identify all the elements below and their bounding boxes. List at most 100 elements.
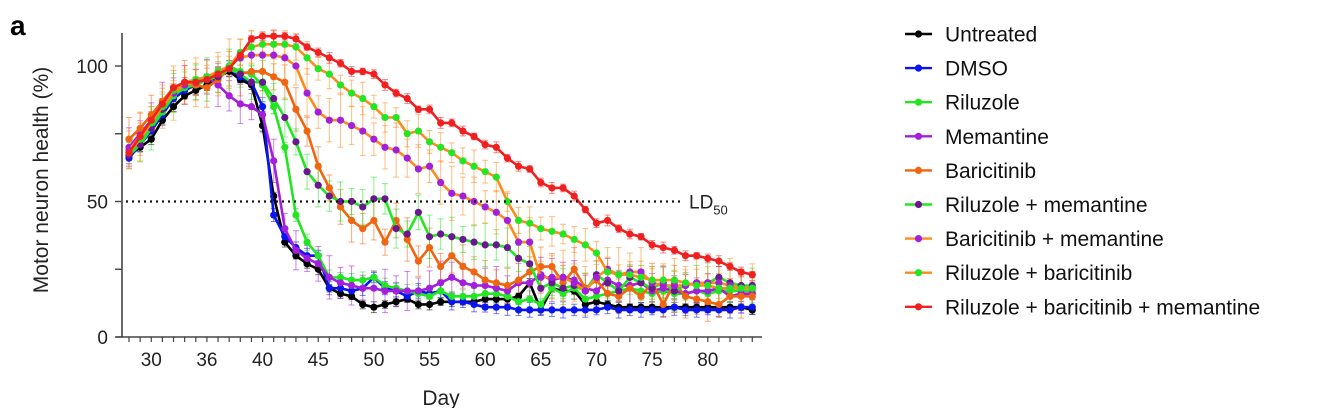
legend-label: Riluzole — [945, 92, 1020, 115]
data-point — [537, 225, 545, 233]
data-point — [470, 300, 478, 309]
data-point — [247, 67, 256, 76]
data-point — [503, 281, 512, 290]
data-point — [169, 84, 178, 92]
data-point — [370, 303, 378, 311]
data-point — [425, 292, 434, 300]
data-point — [526, 238, 534, 246]
data-point — [370, 273, 378, 281]
data-point — [359, 284, 367, 292]
legend-marker-swatch — [914, 64, 923, 72]
legend-item: Riluzole — [905, 92, 1020, 115]
data-point — [303, 168, 311, 176]
data-point — [359, 300, 367, 309]
data-point — [414, 300, 422, 309]
data-point — [292, 211, 300, 219]
data-point — [292, 246, 300, 254]
data-point — [381, 143, 389, 151]
data-point — [381, 113, 389, 122]
legend-item: DMSO — [905, 58, 1008, 81]
data-point — [704, 254, 712, 263]
data-point — [292, 252, 300, 260]
data-point — [748, 271, 756, 279]
data-point — [448, 233, 456, 241]
data-point — [270, 73, 278, 81]
data-point — [336, 59, 345, 67]
data-point — [348, 281, 356, 290]
data-point — [392, 225, 400, 233]
data-point — [325, 184, 333, 192]
data-point — [537, 273, 545, 281]
data-point — [659, 300, 667, 309]
data-point — [748, 303, 756, 311]
data-point — [514, 216, 523, 225]
data-point — [693, 306, 701, 314]
series-riluzole-memantine — [125, 65, 756, 295]
data-point — [537, 178, 545, 187]
data-point — [626, 271, 634, 279]
data-point — [281, 40, 289, 48]
data-point — [448, 298, 456, 306]
data-point — [704, 281, 712, 290]
data-point — [526, 219, 534, 227]
data-point — [526, 295, 534, 303]
data-point — [414, 287, 422, 295]
data-point — [514, 298, 523, 306]
data-point — [425, 300, 434, 309]
data-point — [403, 235, 411, 244]
data-point — [459, 262, 467, 271]
legend-marker-swatch — [914, 235, 923, 243]
data-point — [370, 284, 378, 292]
data-point — [225, 92, 233, 100]
data-point — [381, 287, 389, 295]
data-point — [637, 306, 645, 314]
data-point — [637, 268, 645, 276]
data-point — [414, 127, 422, 135]
data-point — [425, 105, 434, 113]
data-point — [214, 81, 222, 89]
data-point — [715, 273, 723, 281]
legend-item: Baricitinib + memantine — [905, 228, 1164, 251]
data-point — [258, 32, 267, 40]
data-point — [192, 78, 200, 86]
data-point — [314, 48, 322, 57]
data-point — [626, 284, 634, 292]
legend-item: Memantine — [905, 126, 1049, 149]
data-point — [514, 238, 523, 246]
data-point — [503, 216, 512, 225]
data-point — [526, 260, 534, 268]
ld50-label: LD50 — [689, 193, 728, 218]
data-point — [348, 276, 356, 284]
data-point — [325, 70, 333, 78]
data-point — [481, 295, 489, 303]
data-point — [214, 70, 222, 78]
data-point — [292, 62, 300, 70]
data-point — [481, 241, 489, 249]
data-point — [704, 287, 712, 295]
data-point — [403, 130, 411, 138]
x-tick-label: 50 — [363, 350, 384, 371]
data-point — [437, 287, 445, 295]
data-point — [348, 122, 356, 130]
data-point — [592, 306, 601, 314]
data-point — [270, 32, 278, 40]
x-tick-label: 40 — [252, 350, 273, 371]
data-point — [459, 127, 467, 135]
data-point — [470, 132, 478, 141]
data-point — [459, 157, 467, 165]
data-point — [537, 300, 545, 309]
legend-marker-swatch — [914, 30, 923, 38]
data-point — [470, 268, 478, 276]
panel-label: a — [10, 10, 26, 41]
legend-label: Baricitinib — [945, 160, 1036, 183]
data-point — [592, 287, 601, 295]
data-point — [247, 43, 256, 51]
data-point — [514, 162, 523, 170]
data-point — [181, 78, 189, 86]
data-point — [303, 254, 311, 263]
data-point — [381, 281, 389, 290]
data-point — [325, 116, 333, 124]
data-point — [348, 287, 356, 295]
data-point — [370, 135, 378, 143]
data-point — [726, 306, 734, 314]
